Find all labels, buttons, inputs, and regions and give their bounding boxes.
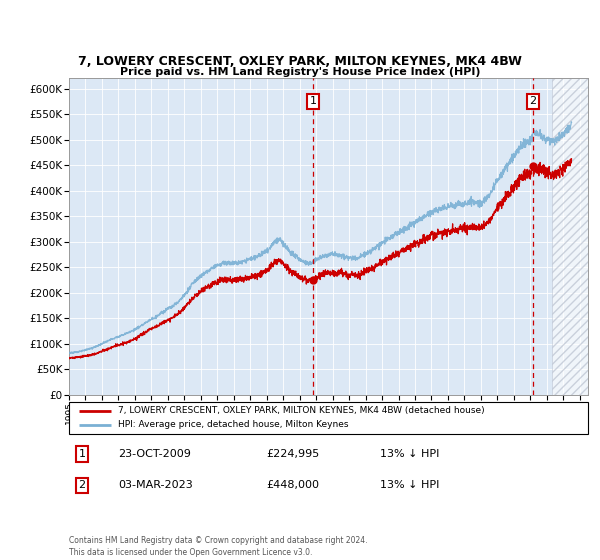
Text: 13% ↓ HPI: 13% ↓ HPI [380,449,440,459]
Text: 2: 2 [79,480,86,491]
Polygon shape [552,78,588,395]
Text: £224,995: £224,995 [266,449,319,459]
Text: 23-OCT-2009: 23-OCT-2009 [118,449,191,459]
Text: 7, LOWERY CRESCENT, OXLEY PARK, MILTON KEYNES, MK4 4BW (detached house): 7, LOWERY CRESCENT, OXLEY PARK, MILTON K… [118,406,485,415]
Text: 13% ↓ HPI: 13% ↓ HPI [380,480,440,491]
Text: HPI: Average price, detached house, Milton Keynes: HPI: Average price, detached house, Milt… [118,421,349,430]
Text: Contains HM Land Registry data © Crown copyright and database right 2024.
This d: Contains HM Land Registry data © Crown c… [69,536,367,557]
Text: 1: 1 [310,96,317,106]
Text: 1: 1 [79,449,85,459]
Text: 7, LOWERY CRESCENT, OXLEY PARK, MILTON KEYNES, MK4 4BW: 7, LOWERY CRESCENT, OXLEY PARK, MILTON K… [78,55,522,68]
Text: 03-MAR-2023: 03-MAR-2023 [118,480,193,491]
Text: Price paid vs. HM Land Registry's House Price Index (HPI): Price paid vs. HM Land Registry's House … [120,67,480,77]
Text: £448,000: £448,000 [266,480,319,491]
Text: 2: 2 [530,96,536,106]
